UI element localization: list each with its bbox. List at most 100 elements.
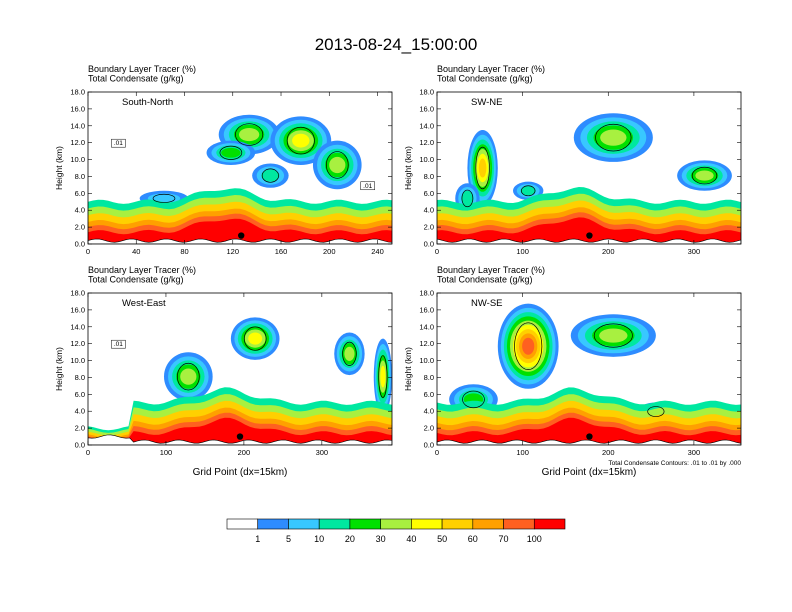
cloud-shade [238,127,260,142]
colorbar-label: 60 [468,534,478,544]
colorbar-swatch [380,518,412,530]
panel-title-line: Total Condensate (g/kg) [437,74,533,84]
figure-title: 2013-08-24_15:00:00 [315,35,478,54]
x-tick-label: 200 [238,448,251,457]
x-tick-label: 300 [688,448,701,457]
boundary-layer-band [437,417,741,445]
condensate-contour [521,185,536,197]
colorbar-swatch [472,518,504,530]
colorbar-label: 30 [376,534,386,544]
panel-nw-se: Boundary Layer Tracer (%)Total Condensat… [403,265,742,478]
condensate-contour [691,166,718,185]
x-tick-label: 120 [227,247,240,256]
cloud-shade [380,365,386,388]
colorbar-label: 50 [437,534,447,544]
panel-title-line: Boundary Layer Tracer (%) [88,265,196,275]
condensate-contour [462,390,485,409]
contour-label-box [111,339,126,349]
condensate-contour [325,151,349,179]
colorbar-label: 70 [499,534,509,544]
condensate-contour [235,123,264,146]
y-tick-label: 0.0 [75,441,85,450]
condensate-contour [342,341,357,366]
cloud-shade [522,337,535,355]
condensate-contour [286,126,315,155]
panel-sw-ne: Boundary Layer Tracer (%)Total Condensat… [403,64,742,256]
field [437,92,741,244]
x-tick-label: 40 [132,247,140,256]
y-tick-label: 6.0 [75,189,85,198]
y-tick-label: 0.0 [424,240,434,249]
plot-frame [436,292,742,446]
terrain [88,238,392,244]
x-tick-label: 300 [688,247,701,256]
x-tick-label: 100 [516,448,529,457]
condensate-contour [243,326,267,351]
panel-west-east: Boundary Layer Tracer (%)Total Condensat… [54,265,393,478]
cloud-shade [461,190,474,206]
colorbar: 1 5 10 20 30 40 50 60 70 100 [226,518,566,544]
colorbar-swatch [503,518,535,530]
condensate-contour [647,406,665,417]
plot-frame [87,292,393,446]
location-marker [586,433,593,440]
cross-section-label: West-East [122,298,166,309]
y-axis-label: Height (km) [54,347,64,391]
colorbar-swatch [533,518,566,530]
y-tick-label: 8.0 [75,373,85,382]
y-tick-label: 4.0 [75,206,85,215]
condensate-contour [261,168,279,183]
panel-title-line: Total Condensate (g/kg) [437,275,533,285]
colorbar-label: 40 [406,534,416,544]
contour-label: .01 [114,140,123,147]
y-tick-label: 6.0 [424,390,434,399]
contour-label: .01 [114,341,123,348]
cloud-shade [221,147,241,158]
colorbar-swatch [411,518,443,530]
terrain [88,434,392,445]
plot-frame [436,91,742,245]
x-axis-label: Grid Point (dx=15km) [542,467,637,478]
colorbar-swatch [318,518,351,530]
y-axis-label: Height (km) [54,146,64,190]
y-tick-label: 14.0 [419,322,434,331]
field [437,293,741,445]
panel-title-line: Boundary Layer Tracer (%) [88,64,196,74]
y-tick-label: 18.0 [419,88,434,97]
contour-label: .01 [363,183,372,190]
x-tick-label: 240 [371,247,384,256]
boundary-layer-band [437,217,741,244]
cloud-shade [478,158,487,178]
condensate-contour [177,362,200,391]
contour-label-box [111,138,126,148]
x-tick-label: 100 [160,448,173,457]
condensate-contour [152,193,176,203]
condensate-contour [475,146,490,190]
cloud-shade [600,129,627,146]
panel-title-line: Boundary Layer Tracer (%) [437,265,545,275]
condensate-contour [378,355,388,398]
y-tick-label: 10.0 [419,356,434,365]
cloud-shade [329,156,346,174]
y-tick-label: 18.0 [70,289,85,298]
condensate-contour [593,323,633,348]
y-tick-label: 2.0 [424,223,434,232]
condensate-contour [461,189,474,208]
terrain [437,238,741,244]
cross-section-label: SW-NE [471,97,503,108]
panel-title-line: Total Condensate (g/kg) [88,74,184,84]
plot-frame [87,91,393,245]
location-marker [586,232,593,239]
colorbar-label: 10 [314,534,324,544]
y-tick-label: 16.0 [419,104,434,113]
y-tick-label: 12.0 [419,339,434,348]
x-tick-label: 80 [180,247,188,256]
colorbar-label: 20 [345,534,355,544]
y-tick-label: 4.0 [75,407,85,416]
cross-section-label: South-North [122,97,173,108]
cloud-shade [248,332,263,345]
cloud-shade [695,170,714,181]
y-tick-label: 16.0 [419,305,434,314]
y-axis-label: Height (km) [403,347,413,391]
